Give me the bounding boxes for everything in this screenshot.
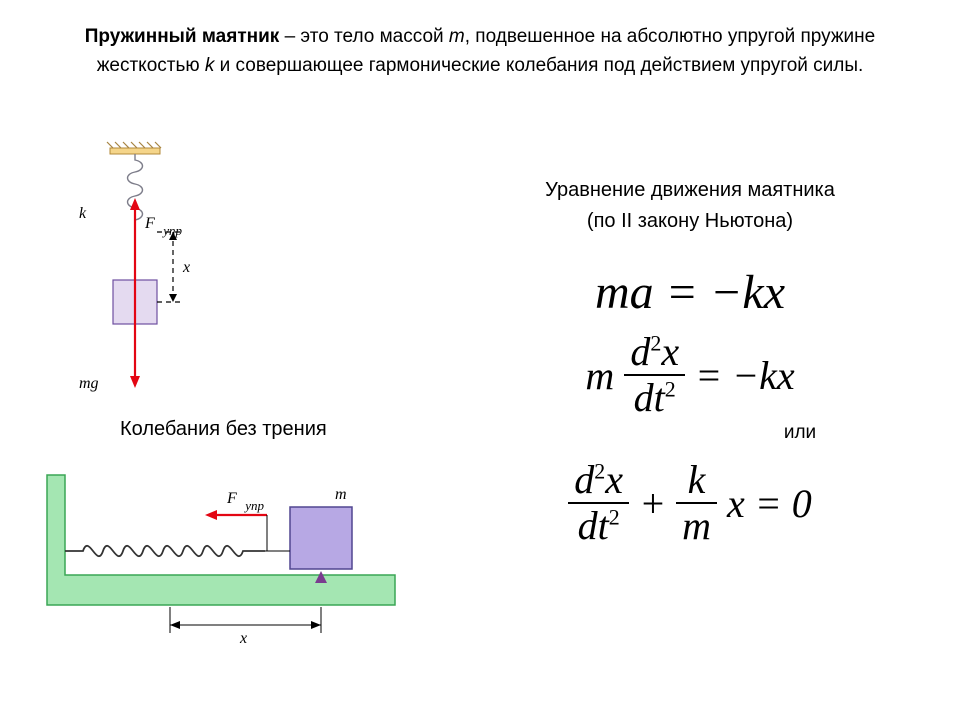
vertical-pendulum-diagram: k F⃗упр mg⃗ x: [85, 140, 205, 410]
equation-caption: Уравнение движения маятника (по II закон…: [440, 175, 940, 237]
title-k: k: [205, 55, 215, 76]
label-x: x: [182, 259, 190, 276]
x-span-arrow-right: [311, 621, 321, 629]
equation-1: ma = −kx: [440, 265, 940, 320]
title-m: m: [449, 26, 465, 47]
equation-3-frac2-den: m: [676, 504, 717, 548]
ceiling-hatch: [107, 142, 161, 148]
horizontal-pendulum-svg: F⃗упр m x: [35, 455, 415, 655]
equation-2-fraction: d2x dt2: [624, 330, 685, 420]
horizontal-mass-box: [290, 507, 352, 569]
equation-1-text: ma = −kx: [595, 265, 785, 320]
equation-2-rhs: = −kx: [695, 352, 795, 399]
slide-title: Пружинный маятник – это тело массой m, п…: [0, 0, 960, 81]
horizontal-pendulum-diagram: F⃗упр m x: [35, 455, 415, 655]
equation-caption-line2: (по II закону Ньютона): [440, 206, 940, 237]
title-text-3: и совершающее гармонические колебания по…: [214, 55, 863, 76]
label-mg: mg⃗: [79, 375, 111, 392]
horizontal-force-arrowhead: [205, 510, 217, 520]
label-k: k: [79, 205, 87, 222]
equation-2-m: m: [585, 352, 614, 399]
label-m: m: [335, 486, 347, 503]
equation-3-frac2-num: k: [682, 458, 712, 502]
force-gravity-arrowhead: [130, 376, 140, 388]
x-arrow-down: [169, 294, 177, 302]
vertical-pendulum-svg: k F⃗упр mg⃗ x: [85, 140, 205, 410]
equation-2-num: d2x: [624, 330, 685, 374]
ceiling-block: [110, 148, 160, 154]
title-text-1: – это тело массой: [279, 26, 449, 47]
equation-3: d2x dt2 + k m x = 0: [440, 458, 940, 548]
equation-3-frac1: d2x dt2: [568, 458, 629, 548]
horizontal-spring: [65, 546, 265, 556]
label-horizontal-x: x: [239, 630, 247, 647]
equation-3-frac2: k m: [676, 458, 717, 548]
equation-or: или: [440, 422, 940, 444]
equation-3-tail: x = 0: [727, 480, 812, 527]
equation-caption-line1: Уравнение движения маятника: [440, 175, 940, 206]
force-elastic-arrowhead: [130, 198, 140, 210]
equation-3-frac1-num: d2x: [568, 458, 629, 502]
label-f-upr: F⃗упр: [144, 215, 182, 238]
equations-column: Уравнение движения маятника (по II закон…: [440, 175, 940, 548]
equation-2: m d2x dt2 = −kx: [440, 330, 940, 420]
equation-2-den: dt2: [628, 376, 682, 420]
x-span-arrow-left: [170, 621, 180, 629]
equation-3-frac1-den: dt2: [572, 504, 626, 548]
diagram2-caption: Колебания без трения: [120, 418, 327, 441]
label-horizontal-f: F⃗упр: [226, 490, 264, 513]
equation-3-plus: +: [639, 480, 666, 527]
title-bold: Пружинный маятник: [85, 26, 280, 47]
